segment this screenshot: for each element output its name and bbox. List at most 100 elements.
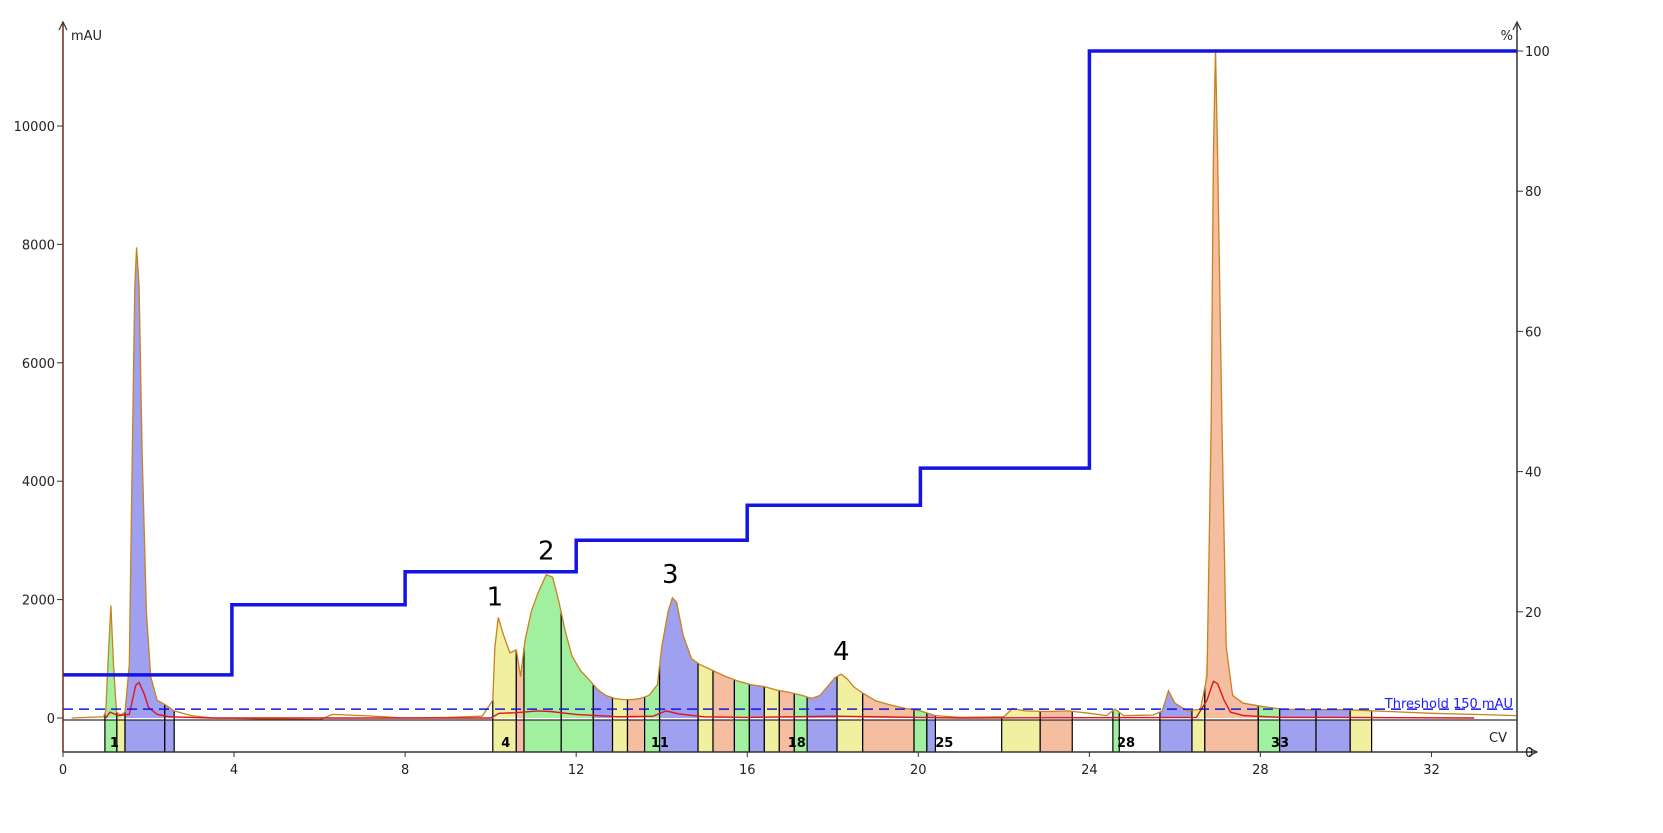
fraction-band: [516, 720, 525, 752]
y-left-tick-label: 8000: [22, 238, 55, 253]
fraction-area: [837, 674, 863, 718]
fraction-area: [779, 690, 795, 718]
fraction-number-label: 33: [1271, 736, 1289, 751]
fraction-area: [164, 704, 175, 718]
fraction-band: [644, 720, 660, 752]
gradient-step-line: [63, 49, 1517, 677]
x-tick-label: 16: [739, 763, 756, 778]
y-right-unit-label: %: [1501, 29, 1513, 44]
fraction-band: [1001, 720, 1041, 752]
fraction-area: [794, 693, 808, 718]
y-left-arrow-icon: [58, 20, 68, 31]
fraction-band: [698, 720, 714, 752]
y-left-tick-label: 4000: [22, 475, 55, 490]
fraction-band: [1350, 720, 1372, 752]
threshold-label: Threshold 150 mAU: [1384, 697, 1513, 712]
fraction-band: [926, 720, 936, 752]
x-tick-label: 24: [1081, 763, 1098, 778]
peak-label: 4: [833, 637, 850, 667]
fraction-area: [734, 679, 750, 718]
fraction-area: [1040, 710, 1073, 718]
x-tick-label: 4: [230, 763, 238, 778]
fraction-area: [627, 697, 645, 718]
fraction-band: [627, 720, 645, 752]
fraction-bands: [104, 49, 1373, 752]
y-right-tick-label: 0: [1525, 746, 1533, 761]
x-unit-label: CV: [1489, 731, 1507, 746]
fraction-area: [524, 574, 562, 718]
fraction-area: [914, 709, 927, 718]
fraction-area: [612, 697, 628, 718]
y-right-tick-label: 80: [1525, 185, 1542, 200]
fraction-band: [492, 720, 517, 752]
fraction-band: [1316, 720, 1351, 752]
fraction-band: [713, 720, 735, 752]
fraction-band: [524, 720, 562, 752]
y-left-unit-label: mAU: [71, 29, 102, 44]
fraction-band: [764, 720, 780, 752]
fraction-band: [1112, 720, 1120, 752]
chart-labels: mAU % CV Threshold 150 mAU 1 2 3 4 1 4 11 18 25 2…: [71, 29, 1513, 751]
fraction-band: [914, 720, 927, 752]
fraction-band: [1040, 720, 1073, 752]
fraction-area: [492, 618, 517, 718]
y-left-tick-label: 6000: [22, 357, 55, 372]
fraction-band: [593, 720, 613, 752]
fraction-band: [862, 720, 915, 752]
secondary-trace: [105, 680, 1475, 719]
y-left-tick-label: 2000: [22, 594, 55, 609]
peak-label: 3: [662, 560, 679, 590]
uv-trace: [71, 48, 1518, 721]
fraction-band: [116, 720, 126, 752]
fraction-area: [125, 253, 165, 718]
fraction-area: [659, 598, 699, 718]
fraction-band: [807, 720, 838, 752]
fraction-area: [862, 693, 915, 718]
peak-label: 1: [487, 582, 504, 612]
x-arrow-icon: [1528, 747, 1539, 757]
fraction-area: [104, 605, 117, 718]
fraction-area: [807, 676, 838, 718]
fraction-band: [734, 720, 750, 752]
y-left-tick-label: 0: [47, 712, 55, 727]
fraction-area: [1159, 692, 1192, 718]
fraction-area: [1204, 49, 1259, 718]
y-right-tick-label: 40: [1525, 466, 1542, 481]
traces: [63, 48, 1518, 721]
peak-label: 2: [538, 536, 555, 566]
fraction-band: [1191, 720, 1205, 752]
fraction-area: [1350, 709, 1372, 718]
fraction-band: [659, 720, 699, 752]
fraction-band: [779, 720, 795, 752]
x-tick-label: 8: [401, 763, 409, 778]
fraction-band: [104, 720, 117, 752]
fraction-band: [1279, 720, 1317, 752]
fraction-number-label: 1: [110, 736, 119, 751]
x-tick-label: 12: [568, 763, 585, 778]
x-tick-label: 0: [59, 763, 67, 778]
fraction-area: [713, 670, 735, 718]
fraction-number-label: 25: [935, 736, 953, 751]
fraction-band: [1204, 720, 1259, 752]
fraction-area: [593, 684, 613, 718]
x-tick-label: 28: [1252, 763, 1269, 778]
fraction-number-label: 4: [501, 736, 510, 751]
fraction-area: [698, 663, 714, 718]
y-right-tick-label: 60: [1525, 325, 1542, 340]
fraction-band: [125, 720, 165, 752]
fraction-band: [837, 720, 863, 752]
y-right-tick-label: 100: [1525, 45, 1550, 60]
fraction-number-label: 11: [651, 736, 669, 751]
fraction-band: [794, 720, 808, 752]
fraction-band: [1258, 720, 1280, 752]
fraction-band: [612, 720, 628, 752]
fraction-band: [749, 720, 765, 752]
fraction-area: [749, 684, 765, 718]
fraction-band: [164, 720, 175, 752]
fraction-area: [764, 686, 780, 718]
x-tick-label: 32: [1423, 763, 1440, 778]
fraction-number-label: 28: [1117, 736, 1135, 751]
y-right-arrow-icon: [1512, 20, 1522, 31]
fraction-band: [1159, 720, 1192, 752]
